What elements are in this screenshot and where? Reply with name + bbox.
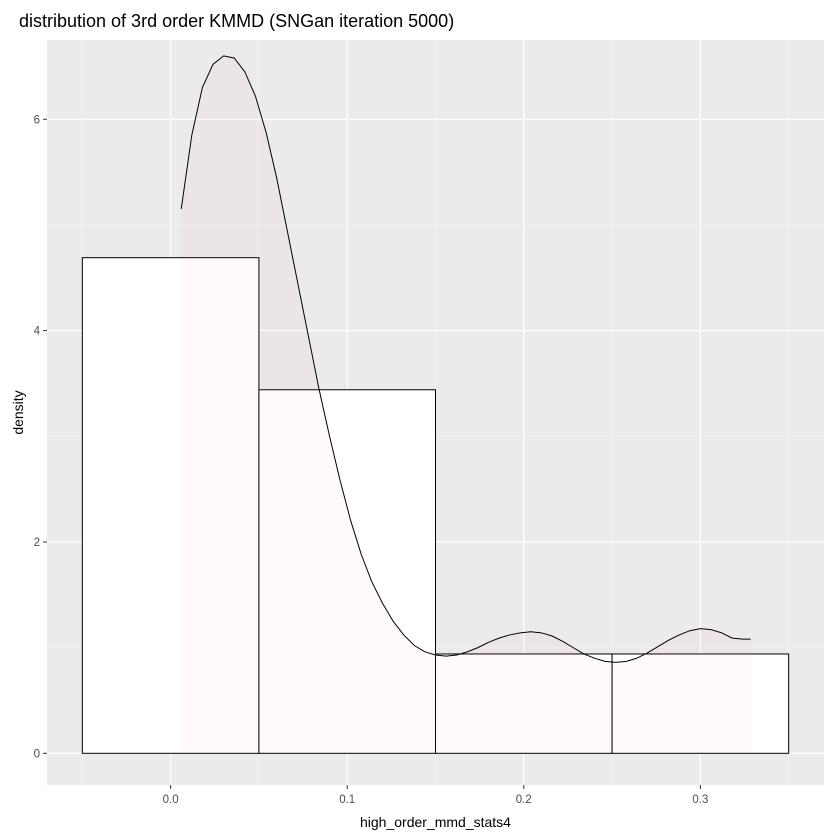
y-axis-title: density — [10, 390, 26, 434]
x-tick-label: 0.2 — [516, 794, 532, 806]
histogram-bars — [81, 257, 790, 754]
y-tick-label: 2 — [34, 537, 40, 549]
y-tick-label: 0 — [34, 748, 40, 760]
chart-title: distribution of 3rd order KMMD (SNGan it… — [19, 11, 454, 31]
x-tick-label: 0.0 — [163, 794, 179, 806]
y-axis: 0 2 4 6 — [34, 114, 47, 760]
y-tick-label: 6 — [34, 114, 40, 126]
y-tick-label: 4 — [34, 326, 41, 338]
x-tick-label: 0.3 — [692, 794, 708, 806]
x-axis: 0.0 0.1 0.2 0.3 — [163, 785, 708, 806]
density-curve-line — [180, 55, 751, 663]
density-curve-layer — [180, 55, 751, 754]
histogram-bar-4 — [611, 653, 790, 754]
density-area — [181, 55, 751, 754]
histogram-bar-1 — [81, 257, 260, 754]
x-axis-title: high_order_mmd_stats4 — [360, 814, 511, 830]
histogram-bar-2 — [258, 389, 436, 754]
histogram-bar-3 — [435, 653, 613, 754]
x-tick-label: 0.1 — [339, 794, 355, 806]
